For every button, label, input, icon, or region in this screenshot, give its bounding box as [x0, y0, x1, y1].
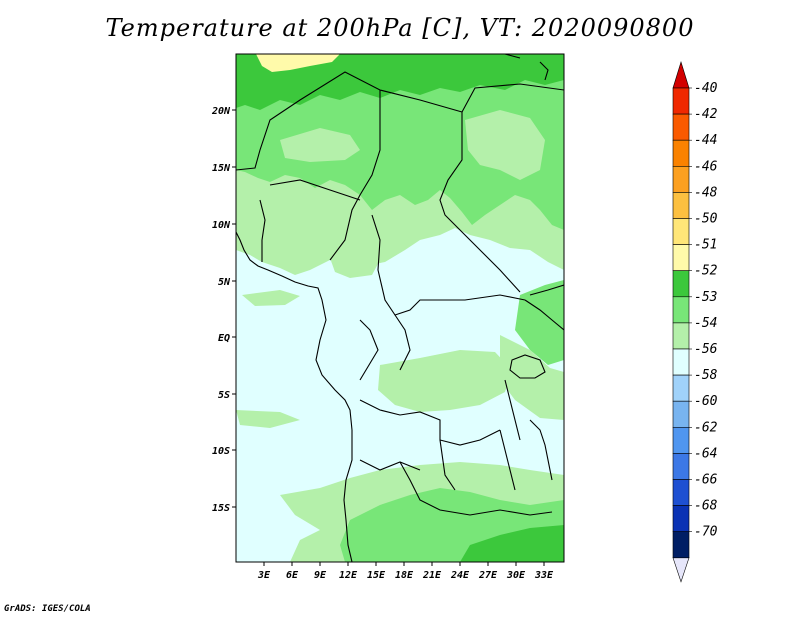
colorbar-segment — [672, 348, 690, 376]
colorbar-segment — [672, 531, 690, 559]
colorbar-segment — [672, 505, 690, 533]
colorbar-bottom-arrow — [672, 557, 690, 583]
lon-label: 21E — [422, 570, 442, 581]
fill-light-green-patch-1 — [465, 110, 545, 180]
colorbar-label: -58 — [694, 368, 718, 383]
colorbar-top-arrow — [672, 60, 690, 89]
colorbar-label: -48 — [694, 185, 718, 200]
temperature-fill — [236, 54, 564, 562]
fill-light-green-mid-south — [378, 350, 512, 412]
lat-label: EQ — [218, 333, 230, 344]
lon-label: 15E — [367, 570, 386, 581]
fill-mid-green-south-2 — [395, 500, 455, 530]
colorbar-label: -56 — [694, 342, 718, 357]
colorbar-segment — [672, 244, 690, 272]
colorbar-segment — [672, 192, 690, 219]
colorbar-label: -64 — [694, 446, 717, 461]
lat-label: 5S — [218, 390, 230, 401]
colorbar-label: -60 — [694, 394, 718, 409]
colorbar-segment — [672, 166, 690, 193]
colorbar-label: -53 — [694, 290, 717, 305]
fill-dark-green-north — [236, 54, 564, 110]
lon-label: 33E — [534, 570, 554, 581]
colorbar-label: -66 — [694, 473, 718, 488]
lat-label: 15N — [212, 163, 231, 174]
fill-light-green-west-patch-2 — [236, 410, 300, 428]
lat-label: 10S — [212, 446, 230, 457]
lat-tick-labels: 20N 15N 10N 5N EQ 5S 10S 15S — [211, 106, 231, 514]
colorbar-label: -46 — [694, 159, 718, 174]
colorbar-segment — [672, 270, 690, 298]
colorbar-segment — [672, 87, 690, 115]
lon-label: 3E — [257, 570, 271, 581]
colorbar-label: -51 — [694, 238, 717, 253]
fill-light-green-patch-2 — [280, 128, 360, 162]
fill-yellow-top — [256, 54, 340, 72]
colorbar-segment — [672, 322, 690, 350]
colorbar-segment — [672, 218, 690, 245]
colorbar-label: -40 — [694, 81, 718, 96]
lon-tick-marks — [263, 562, 545, 566]
lat-label: 15S — [212, 503, 230, 514]
lon-label: 27E — [478, 570, 498, 581]
colorbar-label: -54 — [694, 316, 717, 331]
chart-title: Temperature at 200hPa [C], VT: 202009080… — [105, 14, 695, 42]
colorbar-segment — [672, 453, 690, 480]
country-borders — [236, 54, 564, 562]
lon-label: 12E — [339, 570, 358, 581]
colorbar-label: -44 — [694, 133, 717, 148]
lat-tick-marks — [232, 109, 236, 508]
lon-label: 18E — [395, 570, 414, 581]
fill-light-green-west-patch — [242, 290, 300, 306]
colorbar-label: -50 — [694, 212, 718, 227]
lon-label: 6E — [286, 570, 299, 581]
colorbar: -40 -42 -44 -46 -48 -50 -51 -52 -53 -54 -56 -58 -60 -… — [672, 60, 718, 583]
colorbar-label: -62 — [694, 420, 718, 435]
colorbar-segment — [672, 139, 690, 167]
colorbar-label: -52 — [694, 264, 718, 279]
lon-tick-labels: 3E 6E 9E 12E 15E 18E 21E 24E 27E 30E 33E — [257, 570, 554, 581]
colorbar-segment — [672, 479, 690, 506]
fill-dark-green-south — [460, 525, 564, 562]
colorbar-label: -68 — [694, 499, 718, 514]
lon-label: 30E — [506, 570, 526, 581]
colorbar-segment — [672, 374, 690, 402]
lat-label: 10N — [212, 220, 231, 231]
fill-light-green-center — [330, 250, 380, 278]
lon-label: 24E — [450, 570, 470, 581]
colorbar-label: -42 — [694, 107, 718, 122]
lat-label: 5N — [218, 277, 231, 288]
credit-text: GrADS: IGES/COLA — [4, 604, 91, 614]
lon-label: 9E — [314, 570, 327, 581]
lat-label: 20N — [211, 106, 231, 117]
colorbar-segment — [672, 296, 690, 324]
map-frame — [235, 53, 565, 563]
colorbar-segment — [672, 426, 690, 454]
colorbar-segment — [672, 113, 690, 141]
colorbar-segment — [672, 400, 690, 428]
colorbar-label: -70 — [694, 525, 718, 540]
